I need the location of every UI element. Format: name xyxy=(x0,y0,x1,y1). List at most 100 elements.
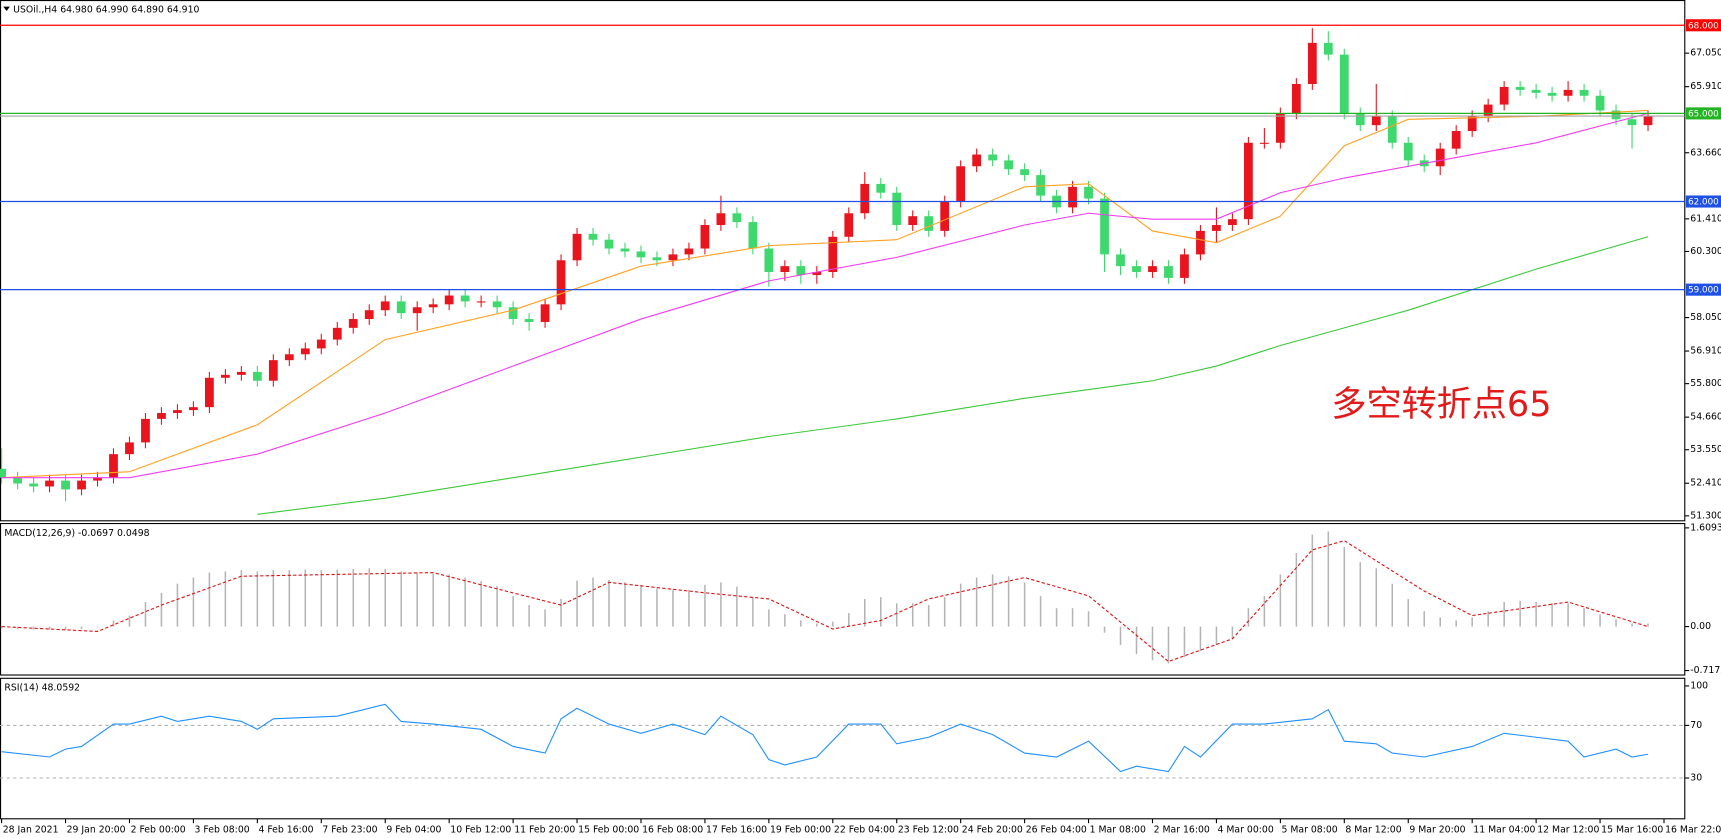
x-tick-label: 11 Feb 20:00 xyxy=(514,824,575,835)
candle-body xyxy=(908,216,918,226)
y-tick-label: 53.550 xyxy=(1690,444,1721,455)
candle-body xyxy=(1020,169,1030,176)
x-tick-label: 1 Mar 08:00 xyxy=(1090,824,1146,835)
candle-body xyxy=(764,248,774,273)
candle-body xyxy=(1355,113,1365,126)
candle-body xyxy=(236,371,246,375)
candle-body xyxy=(732,213,742,223)
y-tick-label: 100 xyxy=(1690,680,1708,691)
x-tick-label: 23 Feb 12:00 xyxy=(898,824,959,835)
menu-triangle[interactable] xyxy=(3,6,10,11)
level-label: 62.000 xyxy=(1688,198,1719,208)
x-tick-label: 19 Feb 00:00 xyxy=(770,824,831,835)
candle-body xyxy=(684,248,694,255)
candle-body xyxy=(1180,254,1189,278)
candle-body xyxy=(332,327,342,340)
level-label: 59.000 xyxy=(1688,286,1719,296)
candle-body xyxy=(492,301,502,308)
candle-body xyxy=(796,266,806,275)
y-tick-label: 67.050 xyxy=(1690,48,1721,59)
candle-body xyxy=(636,251,646,258)
rsi-line xyxy=(1,703,1649,773)
x-tick-label: 15 Mar 16:00 xyxy=(1601,824,1663,835)
candle-body xyxy=(1323,42,1333,55)
candle-body xyxy=(109,454,118,478)
y-tick-label: 60.300 xyxy=(1690,246,1721,257)
y-tick-label: 30 xyxy=(1690,773,1702,784)
y-tick-label: 52.410 xyxy=(1690,478,1721,489)
y-tick-label: 0.00 xyxy=(1690,621,1711,632)
candle-body xyxy=(508,307,518,320)
candle-body xyxy=(93,477,102,481)
candle-body xyxy=(252,371,262,381)
macd-signal-line xyxy=(1,540,1649,663)
candle-body xyxy=(444,295,454,305)
candle-body xyxy=(652,257,662,261)
candle-body xyxy=(524,319,534,322)
x-tick-label: 26 Feb 04:00 xyxy=(1026,824,1087,835)
candle-body xyxy=(45,480,54,487)
candle-body xyxy=(828,236,838,273)
candle-body xyxy=(780,266,790,273)
x-tick-label: 12 Mar 12:00 xyxy=(1537,824,1599,835)
candle-body xyxy=(1036,175,1045,196)
candle-body xyxy=(844,213,854,237)
candle-body xyxy=(1451,131,1461,149)
candle-body xyxy=(364,310,374,320)
level-label-box xyxy=(1685,107,1721,120)
candle-body xyxy=(1084,186,1093,199)
macd-panel-frame xyxy=(0,522,1686,676)
candle-body xyxy=(412,307,422,314)
candle-body xyxy=(1387,116,1397,143)
candle-body xyxy=(1611,110,1621,120)
candle-body xyxy=(700,225,710,249)
candle-body xyxy=(1595,95,1605,111)
level-label-box xyxy=(1685,283,1721,296)
x-tick-label: 9 Feb 04:00 xyxy=(386,824,441,835)
candle-body xyxy=(61,480,70,490)
candle-body xyxy=(604,239,614,249)
candle-body xyxy=(77,480,86,490)
candle-body xyxy=(1100,198,1109,255)
candle-body xyxy=(13,477,22,484)
candle-body xyxy=(1643,116,1653,126)
y-tick-label: 65.910 xyxy=(1690,81,1721,92)
candle-body xyxy=(572,233,582,261)
candle-body xyxy=(1515,86,1525,90)
candle-body xyxy=(1307,42,1317,85)
x-tick-label: 8 Mar 12:00 xyxy=(1345,824,1401,835)
candle-body xyxy=(940,201,950,231)
moving-average-line xyxy=(257,236,1649,515)
x-tick-label: 17 Feb 16:00 xyxy=(706,824,767,835)
candle-body xyxy=(396,301,406,314)
candle-body xyxy=(189,407,198,411)
x-tick-label: 15 Feb 00:00 xyxy=(578,824,639,835)
candle-body xyxy=(812,272,822,275)
candle-body xyxy=(220,374,230,378)
panel-title: MACD(12,26,9) -0.0697 0.0498 xyxy=(4,528,149,539)
candle-body xyxy=(1563,89,1573,96)
x-tick-label: 7 Feb 23:00 xyxy=(322,824,377,835)
candle-body xyxy=(924,216,934,231)
candle-body xyxy=(972,154,982,167)
moving-average-line xyxy=(1,112,1649,479)
candle-body xyxy=(1579,89,1589,96)
x-tick-label: 2 Mar 16:00 xyxy=(1154,824,1210,835)
x-tick-label: 11 Mar 04:00 xyxy=(1473,824,1535,835)
candle-body xyxy=(1116,254,1125,267)
candle-body xyxy=(956,166,966,202)
candle-body xyxy=(716,213,726,226)
candle-body xyxy=(1196,230,1205,255)
candle-body xyxy=(1291,84,1301,114)
candle-body xyxy=(348,319,358,328)
candle-body xyxy=(428,304,438,308)
candle-body xyxy=(1483,104,1493,117)
level-label-box xyxy=(1685,195,1721,208)
y-tick-label: 70 xyxy=(1690,720,1702,731)
x-tick-label: 9 Mar 20:00 xyxy=(1409,824,1465,835)
candle-body xyxy=(125,442,134,455)
candle-body xyxy=(157,413,166,419)
x-tick-label: 22 Feb 04:00 xyxy=(834,824,895,835)
